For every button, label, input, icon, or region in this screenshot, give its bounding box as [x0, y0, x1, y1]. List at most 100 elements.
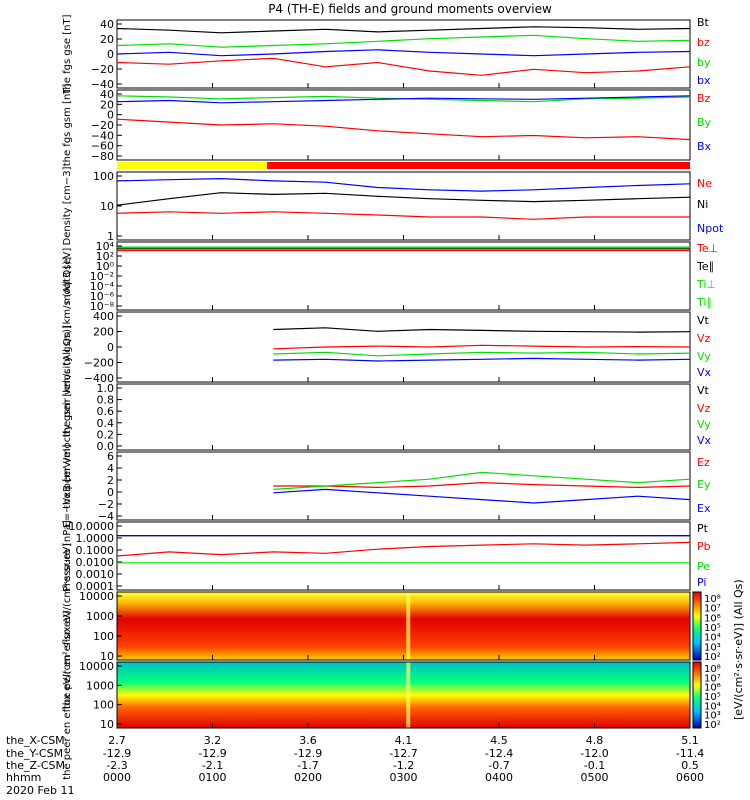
panel-6: 1.00.80.60.40.20.0 the peer velocity gsm …: [62, 325, 712, 509]
axis-row-value: -12.7: [389, 747, 417, 760]
y-tick-label: 10: [100, 650, 114, 663]
colorbar-tick-label: 10⁶: [704, 613, 721, 624]
axis-row-value: -0.7: [488, 759, 509, 772]
axis-row-value: -0.1: [584, 759, 605, 772]
series-Bt-line: [116, 26, 691, 34]
y-tick-label: 10⁻²: [90, 270, 114, 283]
axis-row-value: 0400: [485, 771, 513, 784]
colorbar: [692, 591, 702, 661]
series-bx-line: [116, 49, 691, 57]
series-Vy-line: [273, 351, 691, 357]
axis-row-value: -2.3: [106, 759, 127, 772]
y-tick-label: −80: [91, 150, 114, 163]
legend-By: By: [697, 116, 712, 129]
legend-Bx: Bx: [697, 140, 712, 153]
legend-Vz: Vz: [697, 332, 711, 345]
y-tick-label: 0.0100: [76, 556, 115, 569]
colorbar: [692, 661, 702, 729]
axis-row-label: hhmm: [6, 771, 41, 784]
axis-row-value: -1.7: [297, 759, 318, 772]
legend-bx: bx: [697, 74, 711, 87]
y-tick-label: 2: [107, 474, 114, 487]
series-by-line: [116, 34, 691, 48]
legend-Ne: Ne: [697, 177, 712, 190]
legend-Vx: Vx: [697, 366, 712, 379]
panel-frame: [116, 171, 691, 241]
series-Ey-line: [273, 471, 691, 490]
legend-Vx: Vx: [697, 434, 712, 447]
legend-Pi: Pi: [697, 576, 706, 589]
y-tick-label: 10⁻⁴: [90, 280, 115, 293]
axis-row-value: -1.2: [393, 759, 414, 772]
legend-Ex: Ex: [697, 502, 711, 515]
y-tick-label: −60: [91, 140, 114, 153]
y-tick-label: −20: [91, 119, 114, 132]
y-axis-label: the peer velocity gsm [km/s (All Qs)]: [62, 325, 73, 509]
axis-row-value: -2.1: [202, 759, 223, 772]
y-axis-label: the fgs gsm [nT]: [62, 84, 73, 167]
y-tick-label: 10: [100, 718, 114, 731]
y-tick-label: 6: [107, 450, 114, 463]
axis-row-label: the_X-CSM: [6, 734, 65, 747]
y-tick-label: 10⁴: [96, 240, 115, 253]
axis-row-value: -12.4: [485, 747, 513, 760]
y-tick-label: 0.0001: [76, 580, 115, 593]
status-bar-red: [267, 162, 690, 169]
legend-Bt: Bt: [697, 16, 710, 29]
y-tick-label: 40: [100, 88, 114, 101]
axis-row-value: -12.9: [198, 747, 226, 760]
y-tick-label: 0: [107, 109, 114, 122]
legend-Ti⊥: Ti⊥: [696, 278, 716, 291]
y-tick-label: 0.4: [97, 417, 115, 430]
y-axis-label: the fgs gse [nT]: [62, 14, 73, 93]
y-axis-label: the peir velocity gsm [km/s (All Qs)]: [62, 257, 73, 438]
legend-Bz: Bz: [697, 92, 711, 105]
colorbar-tick-label: 10⁵: [704, 623, 721, 634]
axis-row-value: -12.0: [580, 747, 608, 760]
y-tick-label: −20: [91, 63, 114, 76]
y-tick-label: 0.0010: [76, 568, 115, 581]
legend-Vz: Vz: [697, 402, 711, 415]
y-axis-label: moqt3 [eV]: [62, 248, 73, 305]
axis-row-value: -12.9: [103, 747, 131, 760]
y-tick-label: −200: [84, 357, 114, 370]
y-tick-label: 10000: [79, 660, 114, 673]
figure-title: P4 (TH-E) fields and ground moments over…: [268, 2, 552, 16]
y-axis-label: the peer en eflux eV/(cm²·s·sr·eV): [62, 610, 73, 780]
series-Bz-line: [116, 118, 691, 141]
colorbar-tick-label: 10⁸: [704, 664, 721, 675]
axis-row-value: 4.1: [395, 734, 413, 747]
y-tick-label: 0: [107, 486, 114, 499]
y-tick-label: 1.0: [97, 382, 115, 395]
y-tick-label: 100: [93, 630, 114, 643]
spectrogram-streak: [406, 662, 411, 728]
axis-row-label: the_Y-CSM: [6, 747, 63, 760]
panel-9: 10000 1000 100 10 the peir en eflux eV/(cm²·…: [62, 543, 691, 709]
y-tick-label: 10: [100, 200, 114, 213]
y-axis-label: E=−VxB [mV/m]: [62, 444, 73, 527]
series-Npot-line: [116, 177, 691, 192]
axis-row-value: -12.9: [294, 747, 322, 760]
y-tick-label: 20: [100, 33, 114, 46]
panel-8: 10.00001.00000.10000.01000.00100.0001Pre…: [62, 520, 711, 593]
panel-frame: [116, 241, 691, 311]
spectrogram: [117, 662, 690, 728]
y-axis-label: Density [cm−3]: [62, 166, 73, 245]
y-tick-label: 100: [93, 170, 114, 183]
colorbar-tick-label: 10³: [704, 642, 721, 653]
legend-Vt: Vt: [697, 314, 710, 327]
y-tick-label: 10⁰: [96, 260, 115, 273]
y-tick-label: 0.0: [97, 440, 115, 453]
y-tick-label: −2: [98, 498, 114, 511]
y-tick-label: −40: [91, 129, 114, 142]
axis-row-value: 0000: [103, 771, 131, 784]
y-tick-label: 100: [93, 699, 114, 712]
y-tick-label: 0.1000: [76, 544, 115, 557]
series-Vt-line: [273, 327, 691, 333]
axis-row-value: 4.8: [586, 734, 604, 747]
y-axis-label: the peir en eflux eV/(cm²·s·sr·eV): [62, 543, 73, 709]
series-Vz-line: [273, 344, 691, 350]
y-axis-label: Pressure [nPa]: [62, 520, 73, 592]
